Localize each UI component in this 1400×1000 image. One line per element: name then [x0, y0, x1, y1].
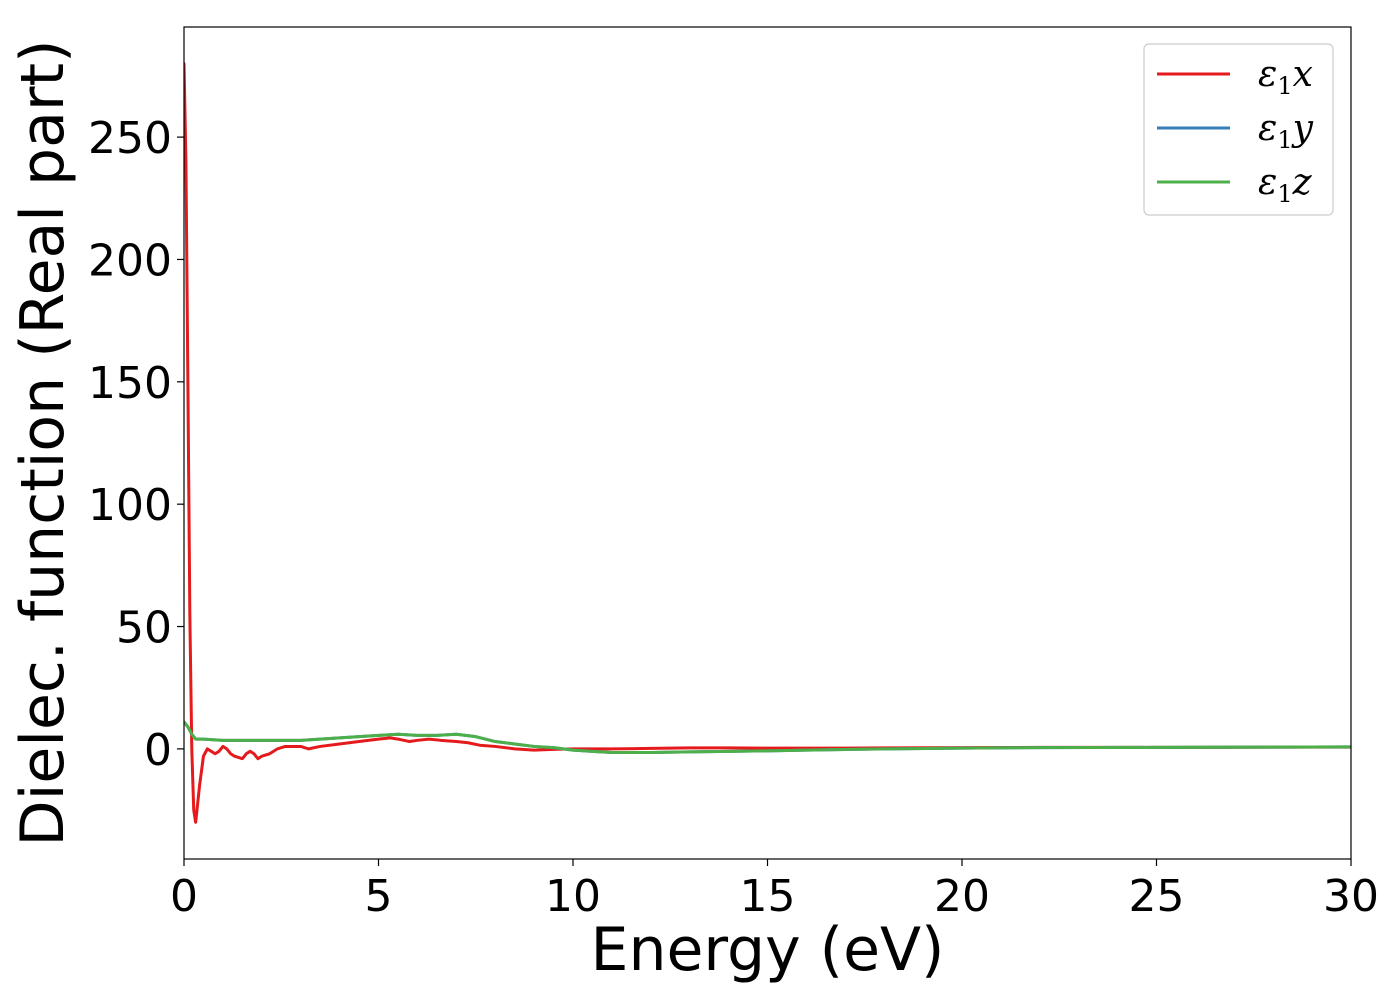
legend-label-x: ε1x: [1258, 54, 1313, 100]
x-axis-title: Energy (eV): [591, 915, 945, 985]
legend-label-z: ε1z: [1258, 162, 1313, 208]
series-line-x: [184, 62, 1351, 824]
y-axis-ticks: 0 50 100 150 200 250: [88, 113, 184, 776]
legend-items: ε1x ε1y ε1z: [1157, 54, 1314, 208]
series-layer: [184, 62, 1351, 824]
y-tick-label: 0: [144, 725, 172, 776]
x-tick-label: 20: [934, 871, 990, 922]
x-tick-label: 15: [740, 871, 796, 922]
x-axis-ticks: 0 5 10 15 20 25 30: [170, 859, 1379, 922]
y-tick-label: 150: [88, 358, 172, 409]
y-tick-label: 50: [116, 603, 172, 654]
series-line-z: [184, 720, 1351, 755]
y-tick-label: 200: [88, 235, 172, 286]
legend: ε1x ε1y ε1z: [1143, 43, 1334, 216]
x-tick-label: 0: [170, 871, 198, 922]
y-tick-label: 250: [88, 113, 172, 164]
x-tick-label: 10: [545, 871, 601, 922]
x-tick-label: 30: [1323, 871, 1379, 922]
y-tick-label: 100: [88, 480, 172, 531]
legend-box: [1143, 43, 1334, 216]
y-axis-title: Dielec. function (Real part): [8, 40, 78, 847]
legend-label-y: ε1y: [1258, 108, 1314, 154]
x-tick-label: 5: [365, 871, 393, 922]
x-tick-label: 25: [1129, 871, 1185, 922]
